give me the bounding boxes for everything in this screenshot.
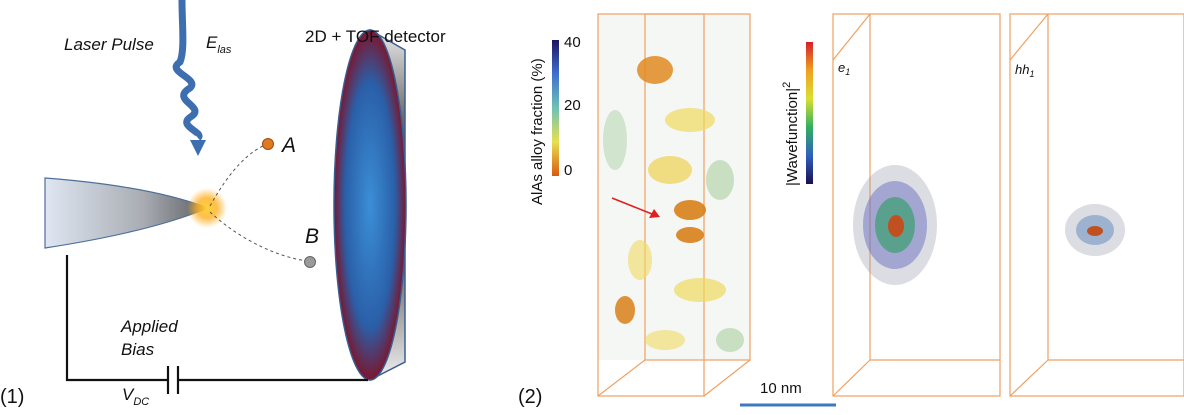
alloy-colorbar-title: AlAs alloy fraction (%) <box>529 58 546 205</box>
laser-label: Laser Pulse <box>64 35 154 54</box>
panel-2-text: AlAs alloy fraction (%) 40 20 0 |Wavefun… <box>518 34 1034 408</box>
bias-circuit <box>67 255 368 394</box>
state-label: e1 <box>838 60 850 77</box>
subscript: DC <box>133 396 149 408</box>
alloy-tick: 40 <box>564 34 581 51</box>
bias-label-1: Applied <box>120 317 178 336</box>
symbol: hh <box>1015 62 1029 77</box>
wavefunction-colorbar <box>806 42 813 184</box>
subscript: 1 <box>1029 69 1034 79</box>
ion-a-label: A <box>280 134 296 157</box>
wavefunction-colorbar-title: |Wavefunction|2 <box>781 82 801 186</box>
alloy-colorbar <box>552 40 559 176</box>
power: 2 <box>781 82 793 88</box>
panel-label: (2) <box>518 386 542 408</box>
ion-b-label: B <box>305 225 319 248</box>
detector-label: 2D + TOF detector <box>305 27 446 46</box>
figure: Laser Pulse Elas A B 2D + TOF detector A… <box>0 0 1184 410</box>
laser-energy: Elas <box>206 33 232 56</box>
laser-pulse <box>176 0 199 138</box>
bias-voltage: VDC <box>122 385 149 408</box>
detector-face <box>334 30 406 380</box>
subscript: 1 <box>845 67 850 77</box>
laser-arrowhead <box>190 140 206 156</box>
bias-label-2: Bias <box>121 340 155 359</box>
hh1-density <box>1065 204 1125 256</box>
panel-label: (1) <box>0 386 24 408</box>
e1-density <box>853 165 937 285</box>
ion-a <box>263 139 274 150</box>
symbol: e <box>838 60 845 75</box>
alloy-tick: 20 <box>564 97 581 114</box>
panel-2 <box>552 14 1184 405</box>
trajectory-b <box>210 212 308 261</box>
ion-b <box>305 257 316 268</box>
symbol: E <box>206 33 218 52</box>
title: |Wavefunction| <box>784 88 801 186</box>
panel-1: Laser Pulse Elas A B 2D + TOF detector A… <box>0 0 446 408</box>
subscript: las <box>217 44 232 56</box>
needle-tip <box>45 178 208 248</box>
state-label: hh1 <box>1015 62 1034 79</box>
scale-bar-label: 10 nm <box>760 380 802 397</box>
alloy-tick: 0 <box>564 162 572 179</box>
